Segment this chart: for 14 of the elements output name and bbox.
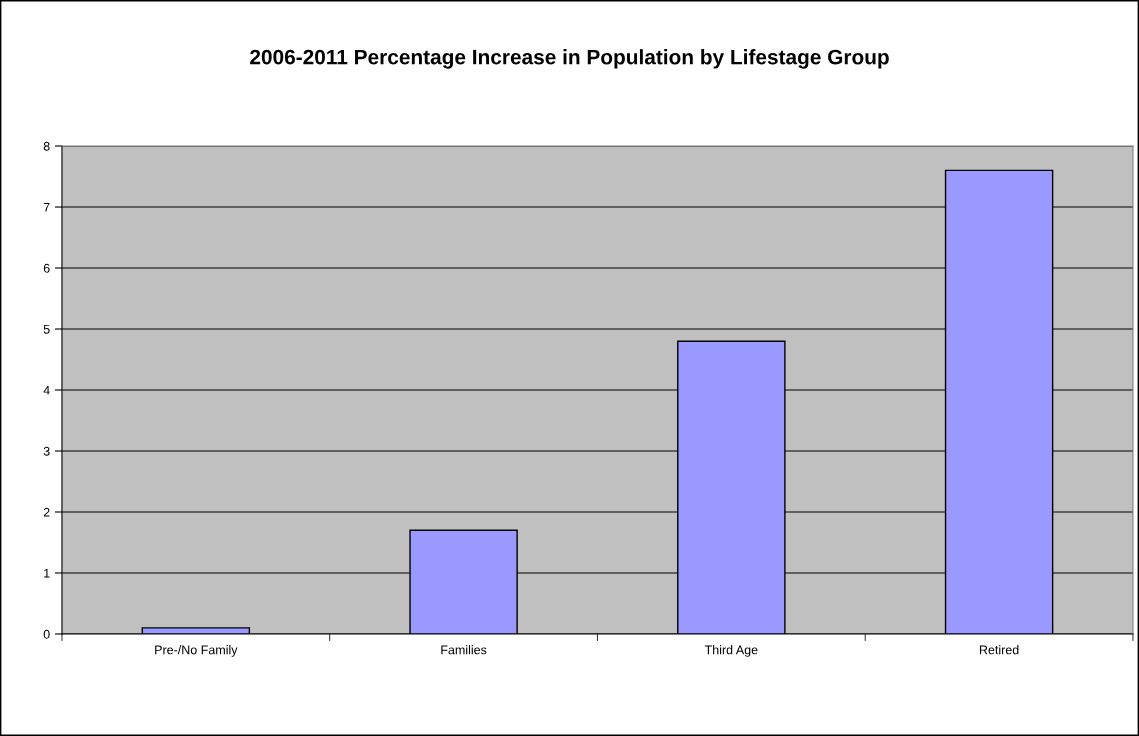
x-tick-label: Pre-/No Family: [155, 645, 238, 657]
y-tick-label: 4: [43, 385, 50, 395]
x-tick-label: Families: [441, 645, 487, 655]
y-tick-label: 2: [43, 507, 50, 517]
y-tick-label: 1: [44, 568, 50, 578]
x-tick-label: Retired: [979, 645, 1019, 655]
y-tick-label: 3: [43, 446, 50, 456]
y-tick-label: 8: [43, 141, 50, 151]
y-tick-label: 6: [43, 263, 50, 273]
y-tick-label: 7: [43, 202, 50, 212]
y-tick-label: 5: [43, 324, 50, 334]
y-tick-label: 0: [43, 629, 50, 639]
x-tick-label: Third Age: [704, 645, 758, 657]
chart-title: 2006-2011 Percentage Increase in Population by Lifestage Group: [250, 49, 889, 69]
